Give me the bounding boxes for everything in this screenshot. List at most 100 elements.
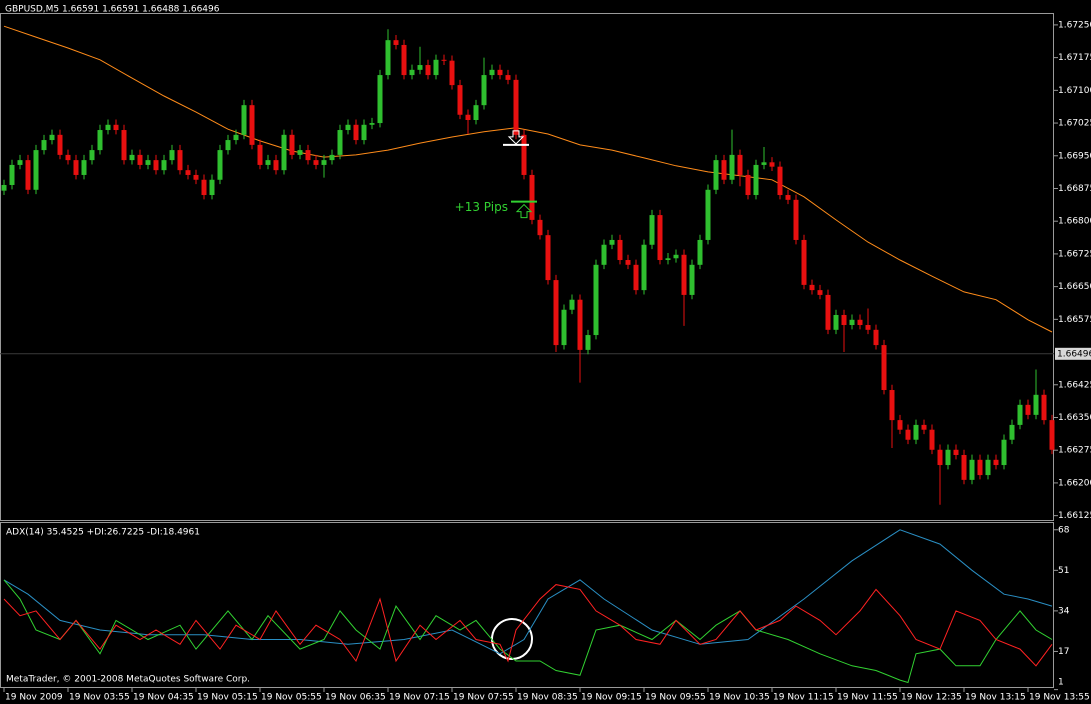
candle-body: [241, 105, 247, 135]
candle-body: [425, 65, 431, 76]
candle-body: [785, 195, 791, 200]
candle-body: [801, 239, 807, 285]
y-tick-label: 1.66800: [1058, 217, 1091, 227]
y-tick-label: 1.67025: [1058, 119, 1091, 129]
y-tick-label: 1: [1058, 678, 1064, 688]
candle-body: [977, 459, 983, 476]
x-tick-label: 19 Nov 07:15: [389, 693, 450, 703]
x-tick-label: 19 Nov 11:55: [837, 693, 898, 703]
candle-body: [385, 40, 391, 76]
candle-body: [961, 455, 967, 480]
candle-body: [537, 219, 543, 236]
candle-body: [665, 258, 671, 261]
candle-body: [193, 174, 199, 180]
candle-body: [713, 160, 719, 190]
candle-body: [337, 130, 343, 155]
candle-body: [185, 170, 191, 175]
y-tick-label: 1.66725: [1058, 249, 1091, 259]
candle-body: [361, 124, 367, 141]
candle-body: [441, 59, 447, 61]
candle-body: [577, 299, 583, 350]
candle-body: [177, 150, 183, 171]
candle-body: [1001, 439, 1007, 466]
candle-body: [809, 284, 815, 291]
indicator-line: [3, 584, 1053, 667]
candle-body: [617, 239, 623, 261]
candle-body: [489, 69, 495, 76]
candle-body: [145, 160, 151, 165]
candle-body: [257, 144, 263, 165]
x-tick-label: 19 Nov 05:55: [261, 693, 322, 703]
candle-body: [857, 319, 863, 326]
candle-body: [377, 75, 383, 124]
candle-body: [409, 69, 415, 76]
candle-body: [625, 260, 631, 265]
candle-body: [129, 154, 135, 161]
pips-label: +13 Pips: [455, 200, 508, 214]
candle-body: [497, 69, 503, 76]
candle-body: [265, 160, 271, 165]
candle-body: [401, 44, 407, 76]
candle-body: [585, 335, 591, 350]
x-tick-label: 19 Nov 09:15: [581, 693, 642, 703]
candle-body: [753, 164, 759, 196]
candle-body: [817, 290, 823, 295]
candle-body: [825, 294, 831, 330]
exit-arrow: [515, 203, 533, 219]
candle-body: [473, 105, 479, 120]
candle-body: [153, 160, 159, 171]
y-tick-label: 1.66125: [1058, 511, 1091, 521]
price-panel-frame: [0, 13, 1054, 521]
candle-body: [121, 130, 127, 161]
candle-body: [137, 154, 143, 165]
candle-body: [889, 390, 895, 421]
candle-body: [897, 420, 903, 430]
candle-body: [1049, 420, 1055, 450]
candle-body: [937, 449, 943, 466]
candle-body: [521, 134, 527, 175]
y-tick-label: 1.66275: [1058, 446, 1091, 456]
candle-body: [1, 184, 7, 191]
candle-body: [841, 314, 847, 326]
x-tick-label: 19 Nov 09:55: [645, 693, 706, 703]
candle-body: [113, 124, 119, 131]
candle-body: [745, 174, 751, 196]
x-tick-label: 19 Nov 13:15: [965, 693, 1026, 703]
candle-body: [553, 280, 559, 346]
x-tick-label: 19 Nov 03:55: [69, 693, 130, 703]
candle-body: [673, 254, 679, 259]
y-tick-label: 1.67175: [1058, 53, 1091, 63]
candle-body: [569, 299, 575, 310]
candle-body: [881, 345, 887, 391]
indicator-panel-frame: [0, 522, 1054, 688]
y-tick-label: 1.67250: [1058, 20, 1091, 30]
price-title: GBPUSD,M5 1.66591 1.66591 1.66488 1.6649…: [5, 5, 220, 15]
y-tick-label: 1.66425: [1058, 380, 1091, 390]
candle-body: [73, 160, 79, 175]
y-tick-label: 1.66350: [1058, 413, 1091, 423]
x-tick-label: 19 Nov 11:15: [773, 693, 834, 703]
x-tick-label: 19 Nov 12:35: [901, 693, 962, 703]
candle-body: [913, 424, 919, 440]
y-tick-label: 1.66875: [1058, 184, 1091, 194]
candle-body: [25, 160, 31, 190]
candle-body: [417, 65, 423, 70]
candle-body: [329, 154, 335, 161]
candle-body: [433, 59, 439, 76]
candle-body: [201, 179, 207, 196]
candle-body: [1033, 394, 1039, 415]
x-tick-label: 19 Nov 13:55: [1029, 693, 1090, 703]
candle-body: [481, 75, 487, 106]
candle-body: [289, 134, 295, 155]
candle-body: [769, 162, 775, 167]
candle-body: [689, 264, 695, 295]
candle-body: [593, 264, 599, 336]
candle-body: [457, 85, 463, 115]
y-tick-label: 34: [1058, 606, 1070, 616]
y-tick-label: 1.66950: [1058, 151, 1091, 161]
candle-body: [849, 319, 855, 326]
candle-body: [873, 329, 879, 346]
x-tick-label: 19 Nov 10:35: [709, 693, 770, 703]
candle-body: [17, 160, 23, 165]
